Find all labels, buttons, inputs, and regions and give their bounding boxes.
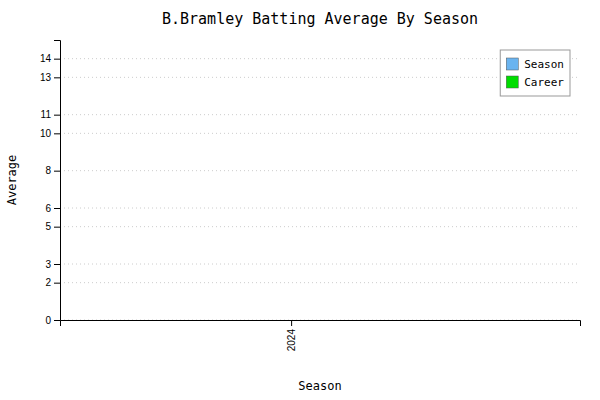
grid-line — [60, 282, 580, 283]
y-tick-mark — [54, 227, 60, 228]
x-axis: 2024 — [61, 320, 581, 351]
legend-label: Career — [524, 76, 564, 89]
legend-swatch — [506, 76, 518, 88]
y-tick: 14 — [40, 53, 60, 64]
y-tick-label: 6 — [45, 203, 51, 214]
x-tick-mark — [291, 320, 292, 326]
y-tick-label: 13 — [40, 72, 52, 83]
y-tick: 13 — [40, 72, 60, 83]
y-tick-mark — [54, 208, 60, 209]
y-tick: 5 — [45, 221, 60, 232]
grid-line — [60, 264, 580, 265]
y-tick-mark — [54, 59, 60, 60]
legend-label: Season — [524, 58, 564, 71]
y-tick: 0 — [45, 315, 60, 326]
y-tick-mark — [54, 264, 60, 265]
y-tick: 2 — [45, 277, 60, 288]
grid-line — [60, 226, 580, 227]
y-tick: 11 — [41, 109, 60, 120]
y-tick-label: 3 — [45, 259, 51, 270]
y-tick: 10 — [40, 128, 60, 139]
y-axis: 0 2 3 5 6 8 10 11 13 14 — [40, 41, 61, 326]
y-tick-label: 2 — [45, 277, 51, 288]
y-tick: 3 — [45, 259, 60, 270]
y-tick-mark — [54, 77, 60, 78]
y-tick-mark — [54, 320, 60, 321]
y-tick-mark — [54, 115, 60, 116]
x-axis-title: Season — [298, 379, 341, 393]
y-tick-mark — [54, 133, 60, 134]
chart: 2024 0 2 3 5 6 8 10 11 13 14 B.Bramley Batting Aver… — [0, 0, 600, 400]
grid — [60, 59, 580, 320]
y-tick-mark — [54, 283, 60, 284]
y-tick: 6 — [45, 203, 60, 214]
y-tick-mark — [54, 171, 60, 172]
x-tick-label: 2024 — [286, 329, 297, 352]
grid-line — [60, 208, 580, 209]
y-tick-label: 8 — [45, 165, 51, 176]
legend: Season Career — [500, 50, 570, 96]
grid-line — [60, 133, 580, 134]
x-tick: 2024 — [286, 320, 297, 351]
y-tick-label: 14 — [40, 53, 52, 64]
y-tick-label: 11 — [41, 109, 52, 120]
legend-swatch — [506, 58, 518, 70]
y-tick-label: 0 — [45, 315, 51, 326]
y-tick: 8 — [45, 165, 60, 176]
title: B.Bramley Batting Average By Season — [162, 10, 478, 28]
grid-line — [60, 114, 580, 115]
y-axis-line — [54, 41, 61, 321]
grid-line — [60, 170, 580, 171]
legend-box — [500, 50, 570, 96]
y-tick-label: 5 — [45, 221, 51, 232]
x-axis-line — [61, 321, 581, 327]
y-tick-label: 10 — [40, 128, 52, 139]
y-axis-title: Average — [5, 155, 19, 206]
